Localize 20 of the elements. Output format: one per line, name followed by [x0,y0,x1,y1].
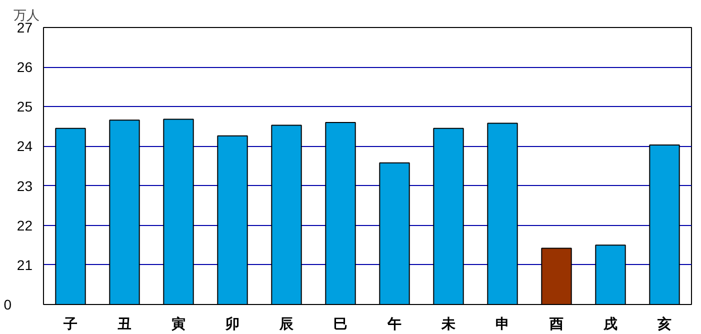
y-tick-label: 21 [16,256,33,273]
x-tick-label: 午 [386,316,402,332]
y-tick-label: 25 [16,98,33,115]
x-tick-label: 申 [496,316,510,332]
x-tick-label: 酉 [548,316,564,332]
x-tick-label: 辰 [278,316,294,332]
y-axis-title: 万人 [14,8,40,22]
x-tick-label: 未 [440,316,456,332]
text: 0 [4,296,12,312]
x-tick-label: 丑 [118,316,132,332]
y-tick-label: 22 [16,217,33,234]
x-tick-label: 子 [62,316,78,332]
x-tick-label: 寅 [172,316,186,332]
x-tick-label: 戌 [602,316,618,332]
y-tick-label: 23 [16,178,33,194]
x-tick-label: 巳 [334,316,348,332]
x-tick-label: 亥 [656,316,672,332]
y-tick-label: 24 [16,138,33,154]
x-tick-label: 卯 [224,316,240,332]
y-tick-label: 26 [16,59,33,76]
